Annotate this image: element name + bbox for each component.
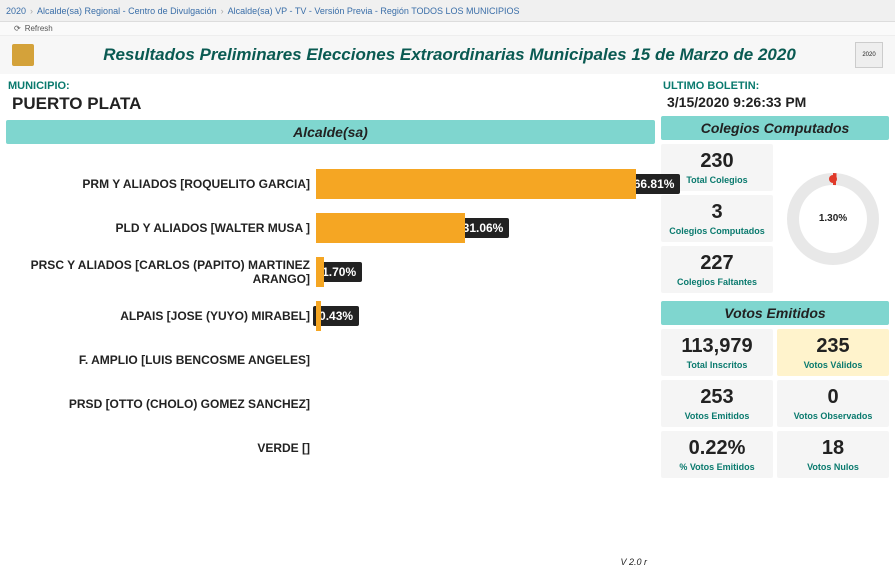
bar-track: 0.43% xyxy=(316,301,651,331)
candidate-label: PLD Y ALIADOS [WALTER MUSA ] xyxy=(6,221,316,235)
version-label: V 2.0 r xyxy=(6,557,655,567)
bar-track: 31.06% xyxy=(316,213,651,243)
stat-votos-emitidos: 253 Votos Emitidos xyxy=(661,380,773,427)
bar-fill xyxy=(316,169,636,199)
candidate-row: ALPAIS [JOSE (YUYO) MIRABEL]0.43% xyxy=(6,294,651,338)
municipio-value: PUERTO PLATA xyxy=(8,94,141,114)
refresh-row: ⟳ Refresh xyxy=(0,22,895,36)
boletin-value: 3/15/2020 9:26:33 PM xyxy=(663,94,889,110)
municipio-label: MUNICIPIO: xyxy=(8,80,141,92)
candidate-label: PRSC Y ALIADOS [CARLOS (PAPITO) MARTINEZ… xyxy=(6,258,316,286)
crumb[interactable]: Alcalde(sa) Regional - Centro de Divulga… xyxy=(37,6,217,16)
donut-marker-icon xyxy=(829,175,837,183)
stat-colegios-faltantes: 227 Colegios Faltantes xyxy=(661,246,773,293)
candidate-row: PRSD [OTTO (CHOLO) GOMEZ SANCHEZ] xyxy=(6,382,651,426)
page-title: Resultados Preliminares Elecciones Extra… xyxy=(44,45,855,65)
breadcrumb-bar: 2020 › Alcalde(sa) Regional - Centro de … xyxy=(0,0,895,22)
candidate-label: F. AMPLIO [LUIS BENCOSME ANGELES] xyxy=(6,353,316,367)
bar-fill xyxy=(316,301,321,331)
boletin-label: ULTIMO BOLETIN: xyxy=(663,80,889,92)
bar-track xyxy=(316,389,651,419)
page-header: Resultados Preliminares Elecciones Extra… xyxy=(0,36,895,74)
candidate-label: ALPAIS [JOSE (YUYO) MIRABEL] xyxy=(6,309,316,323)
candidate-row: PRM Y ALIADOS [ROQUELITO GARCIA]66.81% xyxy=(6,162,651,206)
candidate-label: VERDE [] xyxy=(6,441,316,455)
crumb[interactable]: 2020 xyxy=(6,6,26,16)
candidate-row: PRSC Y ALIADOS [CARLOS (PAPITO) MARTINEZ… xyxy=(6,250,651,294)
bar-fill xyxy=(316,257,324,287)
bar-fill xyxy=(316,213,465,243)
crumb: Alcalde(sa) VP - TV - Versión Previa - R… xyxy=(228,6,520,16)
jce-logo-icon xyxy=(12,44,34,66)
year-badge-icon: 2020 xyxy=(855,42,883,68)
donut-chart: 1.30% xyxy=(777,144,889,293)
bar-track xyxy=(316,433,651,463)
results-bar-chart: PRM Y ALIADOS [ROQUELITO GARCIA]66.81%PL… xyxy=(6,148,655,557)
candidate-row: PLD Y ALIADOS [WALTER MUSA ]31.06% xyxy=(6,206,651,250)
bar-track: 1.70% xyxy=(316,257,651,287)
refresh-label[interactable]: Refresh xyxy=(25,24,53,33)
stat-pct-emitidos: 0.22% % Votos Emitidos xyxy=(661,431,773,478)
refresh-icon[interactable]: ⟳ xyxy=(14,24,21,33)
stat-votos-nulos: 18 Votos Nulos xyxy=(777,431,889,478)
bar-track: 66.81% xyxy=(316,169,651,199)
bar-track xyxy=(316,345,651,375)
stat-votos-observados: 0 Votos Observados xyxy=(777,380,889,427)
votos-title: Votos Emitidos xyxy=(661,301,889,325)
candidate-label: PRM Y ALIADOS [ROQUELITO GARCIA] xyxy=(6,177,316,191)
candidate-row: F. AMPLIO [LUIS BENCOSME ANGELES] xyxy=(6,338,651,382)
candidate-row: VERDE [] xyxy=(6,426,651,470)
stat-total-inscritos: 113,979 Total Inscritos xyxy=(661,329,773,376)
stat-colegios-computados: 3 Colegios Computados xyxy=(661,195,773,242)
candidate-label: PRSD [OTTO (CHOLO) GOMEZ SANCHEZ] xyxy=(6,397,316,411)
colegios-title: Colegios Computados xyxy=(661,116,889,140)
chart-title: Alcalde(sa) xyxy=(6,120,655,144)
donut-value: 1.30% xyxy=(799,185,867,253)
stat-votos-validos: 235 Votos Válidos xyxy=(777,329,889,376)
